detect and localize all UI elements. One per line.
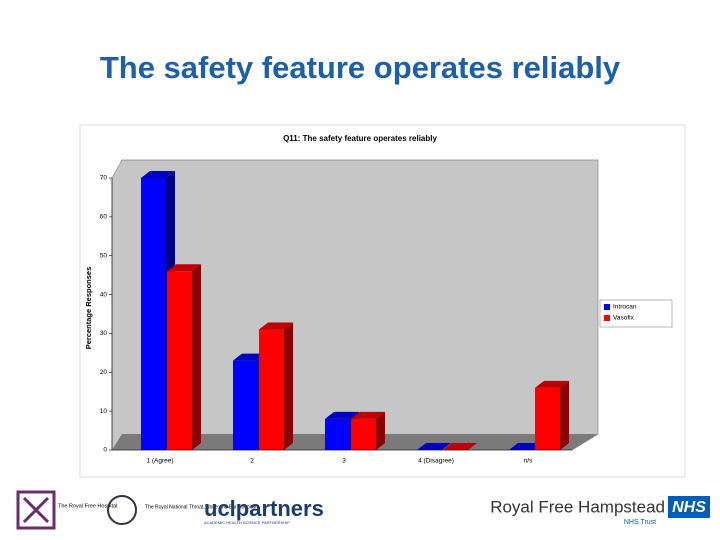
bar-front	[233, 360, 258, 450]
bar	[509, 443, 543, 450]
logo-cross	[22, 496, 50, 524]
footer-text: The Royal Free Hospital	[58, 503, 117, 509]
bar-front	[535, 387, 560, 450]
bar	[351, 411, 385, 450]
footer-text: The Royal National Throat, Nose and Ear …	[145, 504, 256, 510]
bar-side	[376, 411, 385, 450]
bar-front	[167, 271, 192, 450]
bar-top	[509, 443, 543, 450]
x-tick-label: 2	[250, 458, 254, 465]
bar-top	[259, 322, 293, 330]
bar-side	[284, 322, 293, 450]
chart-title: Q11: The safety feature operates reliabl…	[283, 134, 437, 143]
legend-label: Introcan	[613, 304, 637, 311]
x-tick-label: 4 (Disagree)	[418, 458, 454, 465]
bar-top	[233, 353, 267, 361]
bar-top	[351, 411, 385, 419]
bar-front	[141, 178, 166, 450]
bar-front	[325, 418, 350, 450]
bar-front	[259, 329, 284, 450]
logo-ucl-sub: ACADEMIC HEALTH SCIENCE PARTNERSHIP	[204, 520, 290, 525]
legend-swatch	[604, 315, 610, 321]
bar-side	[192, 264, 201, 450]
y-axis-label: Percentage Responses	[84, 267, 93, 350]
nhs-trust: NHS Trust	[624, 519, 656, 526]
nhs-logo	[668, 496, 710, 518]
bar-top	[167, 264, 201, 272]
x-tick-label: 3	[342, 458, 346, 465]
bar	[167, 264, 201, 450]
y-tick-label: 60	[100, 214, 108, 221]
y-tick-label: 30	[100, 330, 108, 337]
bar	[417, 443, 451, 450]
logo-royal-free	[16, 490, 56, 530]
bar-top	[535, 380, 569, 388]
logo-crest	[107, 495, 137, 525]
x-tick-label: n/s	[524, 458, 533, 465]
nhs-text: NHS	[672, 499, 706, 516]
footer: The Royal Free Hospital The Royal Nation…	[16, 490, 710, 530]
legend-label: Vasofix	[613, 315, 635, 322]
legend	[599, 299, 673, 328]
x-tick-label: 1 (Agree)	[146, 458, 173, 465]
legend-swatch	[604, 304, 610, 310]
bar	[259, 322, 293, 450]
trust-name: Royal Free Hampstead	[490, 497, 665, 516]
bar-top	[325, 411, 359, 419]
bar	[443, 443, 477, 450]
bar-front	[351, 418, 376, 450]
y-tick-label: 70	[100, 175, 108, 182]
bar-top	[443, 443, 477, 450]
bar-top	[141, 171, 175, 178]
bar	[535, 380, 569, 450]
plot	[141, 171, 569, 450]
slide-title: The safety feature operates reliably	[100, 50, 621, 85]
y-tick-label: 20	[100, 369, 108, 376]
logo-ucl: uclpartners	[204, 496, 324, 521]
y-tick-label: 0	[103, 447, 107, 454]
y-tick-label: 40	[100, 291, 108, 298]
bar-top	[417, 443, 451, 450]
bar-side	[560, 380, 569, 450]
y-tick-label: 10	[100, 408, 108, 415]
y-tick-label: 50	[100, 252, 108, 259]
